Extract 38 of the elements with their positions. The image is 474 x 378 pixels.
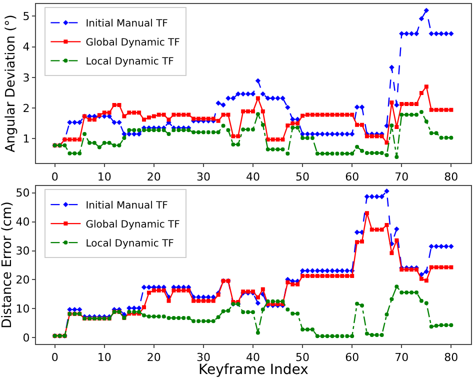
x-tick-label: 80	[444, 170, 458, 184]
x-tick-label: 10	[97, 351, 112, 364]
y-tick-label: 3	[22, 71, 30, 84]
x-tick-label: 20	[146, 170, 161, 184]
y-tick-label: 50	[16, 186, 30, 200]
y-tick-label: 5	[22, 10, 30, 24]
legend-label: Local Dynamic TF	[86, 56, 174, 68]
x-tick-label: 40	[246, 351, 260, 364]
x-tick-label: 30	[196, 351, 210, 364]
x-axis-title: Keyframe Index	[198, 362, 308, 378]
legend-label: Initial Manual TF	[86, 200, 168, 212]
y-tick-label: 4	[22, 40, 30, 54]
x-tick-label: 50	[296, 170, 310, 184]
x-tick-label: 80	[444, 351, 458, 364]
x-tick-label: 60	[345, 351, 360, 364]
legend-label: Local Dynamic TF	[86, 238, 174, 250]
legend-label: Global Dynamic TF	[86, 38, 180, 49]
y-tick-label: 1	[22, 132, 30, 146]
x-tick-label: 40	[246, 170, 260, 184]
x-tick-label: 20	[146, 351, 161, 364]
y-tick-label: 2	[22, 102, 30, 115]
x-tick-label: 70	[394, 351, 409, 364]
x-tick-label: 70	[394, 170, 409, 184]
y-tick-label: 20	[16, 274, 30, 287]
x-tick-label: 50	[296, 351, 310, 364]
legend-label: Global Dynamic TF	[86, 219, 180, 230]
x-tick-label: 0	[51, 170, 58, 184]
y-tick-label: 0	[22, 331, 30, 344]
y-tick-label: 10	[16, 302, 30, 316]
y-tick-label: 30	[16, 244, 30, 258]
x-tick-label: 30	[196, 170, 210, 184]
x-tick-label: 10	[97, 170, 112, 184]
y-axis-title: Distance Error (cm)	[0, 202, 15, 328]
x-tick-label: 60	[345, 170, 360, 184]
legend-label: Initial Manual TF	[86, 18, 168, 30]
x-tick-label: 0	[51, 351, 58, 364]
y-tick-label: 40	[16, 216, 30, 229]
y-axis-title: Angular Deviation (°)	[4, 14, 19, 152]
